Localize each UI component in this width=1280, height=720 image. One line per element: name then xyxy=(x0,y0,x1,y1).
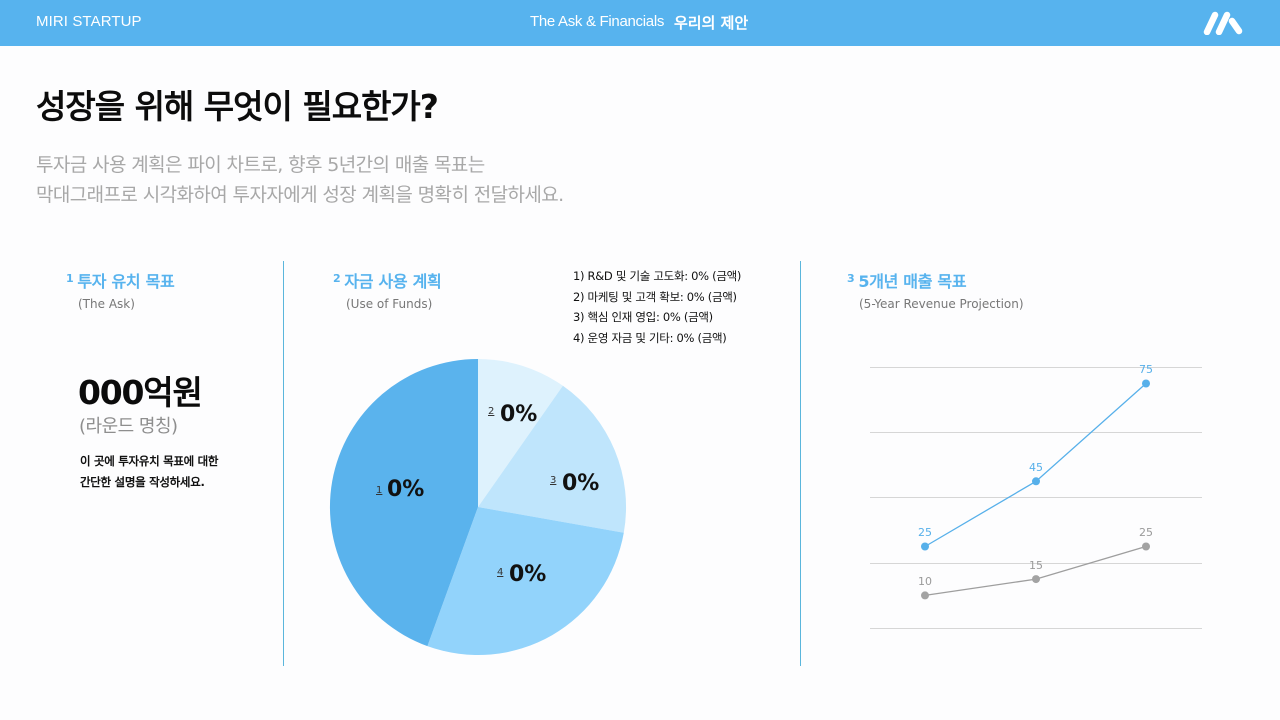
svg-text:75: 75 xyxy=(1139,363,1153,376)
pie-label-4: 4 0% xyxy=(497,562,546,587)
svg-text:2: 2 xyxy=(488,406,494,417)
svg-text:0%: 0% xyxy=(387,477,424,502)
chart-gridlines xyxy=(870,367,1202,629)
ask-desc-line-2: 간단한 설명을 작성하세요. xyxy=(80,475,205,489)
pie-label-1: 1 0% xyxy=(376,477,424,502)
pie-slice-2 xyxy=(478,359,563,507)
pie-slice-3 xyxy=(478,385,627,533)
funds-legend: 1) R&D 및 기술 고도화: 0% (금액) 2) 마케팅 및 고객 확보:… xyxy=(573,266,741,348)
section-2-number: 2 xyxy=(333,272,341,285)
revenue-line-chart: 10 15 25 25 45 75 xyxy=(870,363,1202,629)
section-1-subtitle: (The Ask) xyxy=(78,297,135,311)
top-bar: MIRI STARTUP The Ask & Financials 우리의 제안 xyxy=(0,0,1280,46)
legend-item-2: 2) 마케팅 및 고객 확보: 0% (금액) xyxy=(573,289,737,304)
ask-description: 이 곳에 투자유치 목표에 대한 간단한 설명을 작성하세요. xyxy=(80,451,218,493)
pie-label-3: 3 0% xyxy=(550,471,599,496)
svg-text:15: 15 xyxy=(1029,559,1043,572)
round-name: (라운드 명칭) xyxy=(79,416,178,437)
section-title-ko: 우리의 제안 xyxy=(674,14,749,32)
series-blue: 25 45 75 xyxy=(918,363,1153,551)
section-title-en: The Ask & Financials xyxy=(530,13,665,30)
section-3-number: 3 xyxy=(847,272,855,285)
section-2-title: 자금 사용 계획 xyxy=(344,272,442,291)
section-1-title: 투자 유치 목표 xyxy=(77,272,175,291)
svg-text:1: 1 xyxy=(376,485,382,496)
section-2-subtitle: (Use of Funds) xyxy=(346,297,433,311)
page-subtitle: 투자금 사용 계획은 파이 차트로, 향후 5년간의 매출 목표는 막대그래프로… xyxy=(36,150,564,210)
miri-logo-icon xyxy=(1203,11,1243,35)
subtitle-line-2: 막대그래프로 시각화하여 투자자에게 성장 계획을 명확히 전달하세요. xyxy=(36,184,564,206)
svg-text:10: 10 xyxy=(918,575,932,588)
subtitle-line-1: 투자금 사용 계획은 파이 차트로, 향후 5년간의 매출 목표는 xyxy=(36,154,485,176)
svg-text:0%: 0% xyxy=(509,562,546,587)
svg-text:0%: 0% xyxy=(562,471,599,496)
divider-1 xyxy=(283,261,284,666)
series-gray: 10 15 25 xyxy=(918,526,1153,600)
svg-text:25: 25 xyxy=(918,526,932,539)
section-3-heading: 3 5개년 매출 목표 xyxy=(847,268,967,292)
use-of-funds-pie-chart: 1 0% 2 0% 3 0% 4 0% xyxy=(329,359,627,656)
brand-name: MIRI STARTUP xyxy=(36,13,142,30)
svg-text:25: 25 xyxy=(1139,526,1153,539)
svg-text:3: 3 xyxy=(550,475,556,486)
section-3-title: 5개년 매출 목표 xyxy=(858,272,967,291)
legend-item-4: 4) 운영 자금 및 기타: 0% (금액) xyxy=(573,330,727,345)
ask-amount: 000억원 xyxy=(78,373,203,412)
svg-text:45: 45 xyxy=(1029,461,1043,474)
legend-item-1: 1) R&D 및 기술 고도화: 0% (금액) xyxy=(573,269,742,283)
svg-text:0%: 0% xyxy=(500,402,537,427)
section-2-heading: 2 자금 사용 계획 xyxy=(333,268,442,292)
section-1-number: 1 xyxy=(66,272,74,285)
section-1-heading: 1 투자 유치 목표 xyxy=(66,268,175,292)
section-3-subtitle: (5-Year Revenue Projection) xyxy=(859,297,1024,311)
pie-label-2: 2 0% xyxy=(488,402,537,427)
pie-slice-4 xyxy=(427,507,624,656)
pie-slice-1 xyxy=(329,359,478,647)
legend-item-3: 3) 핵심 인재 영입: 0% (금액) xyxy=(573,310,713,324)
svg-text:4: 4 xyxy=(497,567,503,578)
page-title: 성장을 위해 무엇이 필요한가? xyxy=(36,87,439,126)
ask-desc-line-1: 이 곳에 투자유치 목표에 대한 xyxy=(80,454,219,468)
divider-2 xyxy=(800,261,801,666)
